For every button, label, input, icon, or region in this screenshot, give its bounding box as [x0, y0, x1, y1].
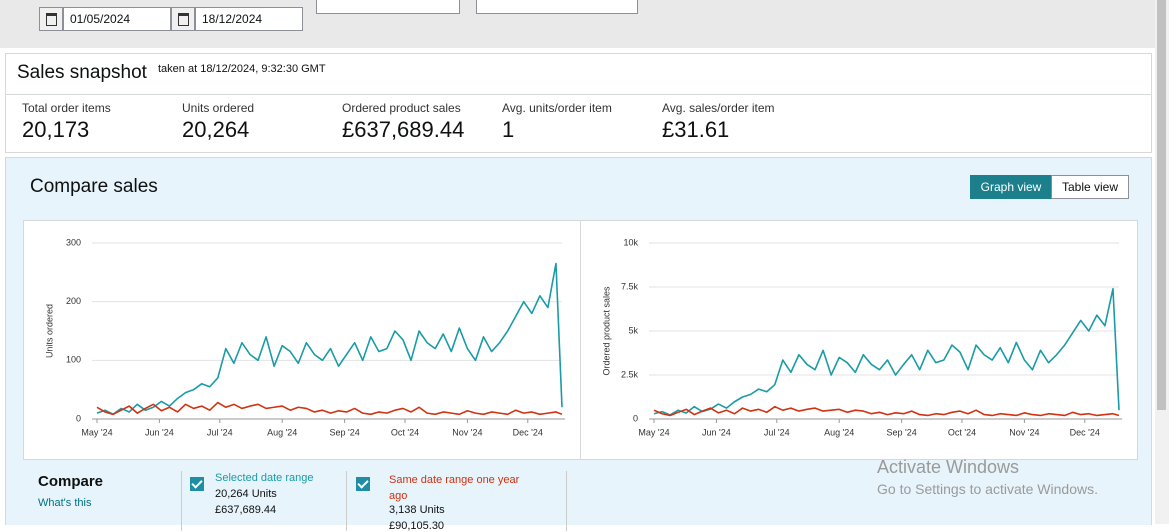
x-tick-label: Sep '24	[886, 427, 916, 437]
divider	[580, 221, 581, 459]
x-tick-label: Nov '24	[452, 427, 482, 437]
range-units: 3,138 Units	[389, 504, 445, 516]
y-tick-label: 100	[66, 355, 81, 365]
x-tick-label: May '24	[638, 427, 669, 437]
series-line	[653, 405, 1120, 417]
x-tick-label: Aug '24	[824, 427, 854, 437]
y-tick-label: 200	[66, 296, 81, 306]
series-line	[96, 401, 563, 416]
x-tick-label: Jun '24	[145, 427, 174, 437]
metric-label: Ordered product sales	[342, 101, 461, 115]
metric-value: 20,173	[22, 117, 90, 142]
metric-label: Total order items	[22, 101, 111, 115]
x-tick-label: Oct '24	[391, 427, 419, 437]
range-sales: £90,105.30	[389, 520, 445, 532]
x-tick-label: Sep '24	[329, 427, 359, 437]
divider	[6, 94, 1151, 95]
y-tick-label: 0	[633, 413, 638, 423]
y-tick-label: 10k	[623, 237, 638, 247]
range-name: Same date range one year ago	[389, 474, 520, 502]
x-tick-label: Aug '24	[267, 427, 297, 437]
checkbox[interactable]	[356, 477, 370, 491]
start-date[interactable]: 01/05/2024	[63, 7, 171, 31]
units-chart: 0 100 200 300 May '24 Jun '24 Jul '24 Aug '24 Se…	[44, 237, 565, 437]
section-title: Compare sales	[30, 176, 158, 197]
x-tick-label: Jun '24	[702, 427, 731, 437]
graph-view-button[interactable]: Graph view	[970, 175, 1052, 199]
sales-snapshot: Sales snapshot taken at 18/12/2024, 9:32…	[5, 53, 1152, 153]
x-tick-label: May '24	[81, 427, 112, 437]
compare-title: Compare	[38, 473, 104, 490]
x-tick-label: Dec '24	[1070, 427, 1100, 437]
y-axis-label: Units ordered	[44, 304, 54, 358]
metric-value: £637,689.44	[342, 117, 465, 142]
y-tick-label: 2.5k	[621, 369, 639, 379]
snapshot-title: Sales snapshot	[17, 62, 147, 83]
range-name: Selected date range	[215, 472, 314, 484]
calendar-button[interactable]	[171, 7, 195, 31]
y-axis-label: Ordered product sales	[601, 286, 611, 376]
y-tick-label: 7.5k	[621, 281, 639, 291]
x-tick-label: Dec '24	[513, 427, 543, 437]
help-link[interactable]: What's this	[38, 497, 92, 509]
compare-sales: Compare sales Graph view Table view 0 100…	[5, 157, 1152, 532]
metric-value: 1	[502, 117, 515, 142]
y-tick-label: 300	[66, 237, 81, 247]
checkbox[interactable]	[190, 477, 204, 491]
snapshot-time: taken at 18/12/2024, 9:32:30 GMT	[158, 63, 326, 75]
charts-panel: 0 100 200 300 May '24 Jun '24 Jul '24 Aug '24 Se…	[23, 220, 1138, 460]
metric-value: £31.61	[662, 117, 730, 142]
x-tick-label: Nov '24	[1009, 427, 1039, 437]
dropdown[interactable]	[316, 0, 460, 14]
end-date[interactable]: 18/12/2024	[195, 7, 303, 31]
metric-value: 20,264	[182, 117, 250, 142]
scrollbar-thumb[interactable]	[1157, 0, 1166, 410]
y-tick-label: 0	[76, 413, 81, 423]
divider	[566, 471, 567, 531]
divider	[346, 471, 347, 531]
range-sales: £637,689.44	[215, 504, 277, 516]
dropdown[interactable]	[476, 0, 638, 14]
range-units: 20,264 Units	[215, 488, 277, 500]
series-line	[96, 262, 563, 416]
series-line	[653, 287, 1120, 416]
x-tick-label: Oct '24	[948, 427, 976, 437]
x-tick-label: Jul '24	[207, 427, 233, 437]
watermark-text: Go to Settings to activate Windows.	[877, 481, 1098, 497]
calendar-button[interactable]	[39, 7, 63, 31]
divider	[181, 471, 182, 531]
metric-label: Avg. units/order item	[502, 101, 612, 115]
sales-chart: 0 2.5k 5k 7.5k 10k May '24 Jun '24 Jul '24 Aug '…	[601, 237, 1122, 437]
watermark-title: Activate Windows	[877, 457, 1020, 477]
metric-label: Avg. sales/order item	[662, 101, 775, 115]
y-tick-label: 5k	[628, 325, 638, 335]
table-view-button[interactable]: Table view	[1051, 175, 1129, 199]
x-tick-label: Jul '24	[764, 427, 790, 437]
metric-label: Units ordered	[182, 101, 255, 115]
